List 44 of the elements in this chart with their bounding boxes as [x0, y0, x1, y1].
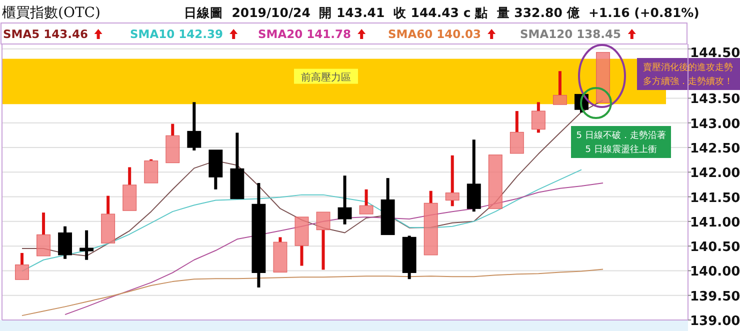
- candlestick: [294, 216, 309, 266]
- y-tick-label: 144.50: [690, 46, 740, 61]
- candlestick: [166, 124, 180, 164]
- candlestick: [488, 154, 502, 209]
- candlestick: [338, 176, 352, 224]
- text: SMA10 142.39: [130, 27, 224, 41]
- candlestick: [359, 189, 374, 214]
- y-tick-label: 143.50: [690, 92, 740, 108]
- candlestick: [380, 178, 395, 236]
- band-label: 前高壓力區: [301, 71, 351, 84]
- candlestick: [402, 236, 416, 280]
- candlestick: [80, 230, 94, 260]
- y-tick-label: 141.50: [690, 190, 740, 206]
- candlestick: [424, 190, 438, 256]
- candlestick: [230, 132, 244, 200]
- candlestick: [15, 252, 29, 280]
- chart-subtitle: 日線圖 2019/10/24 開 143.41 收 144.43 c 點 量 332.80 億 +1.16 (+0.81%): [184, 5, 700, 20]
- candlestick: [445, 155, 460, 206]
- y-tick-label: 140.00: [690, 264, 740, 280]
- candlestick: [596, 52, 610, 103]
- y-tick-label: 142.50: [690, 142, 740, 156]
- text: SMA60 140.03: [388, 27, 482, 41]
- text: SMA120 138.45: [520, 27, 622, 41]
- text: 賣壓消化後的進攻走勢多方續強．走勢續攻！: [643, 62, 733, 87]
- y-tick-label: 139.50: [690, 289, 740, 304]
- candlestick: [552, 71, 567, 105]
- candlestick: [101, 196, 116, 244]
- chart-title: 櫃買指數(OTC): [2, 5, 100, 21]
- candlestick: [273, 237, 288, 272]
- candlestick: [36, 212, 50, 256]
- y-tick-label: 141.00: [690, 215, 740, 230]
- y-tick-label: 139.00: [690, 314, 740, 329]
- candlestick: [208, 150, 223, 190]
- line-series: [22, 268, 604, 316]
- candlestick: [316, 212, 330, 270]
- candlestick: [510, 111, 524, 154]
- y-tick-label: 140.50: [690, 240, 740, 256]
- annotation: 5 日線不破．走勢沿著 5 日線震盪往上衝: [576, 130, 666, 155]
- text: SMA5 143.46: [3, 27, 88, 41]
- candlestick: [122, 167, 137, 211]
- y-tick-label: 143.00: [690, 116, 740, 132]
- text: SMA20 141.78: [258, 27, 352, 41]
- y-tick-label: 142.00: [690, 166, 740, 182]
- candlestick: [252, 182, 266, 288]
